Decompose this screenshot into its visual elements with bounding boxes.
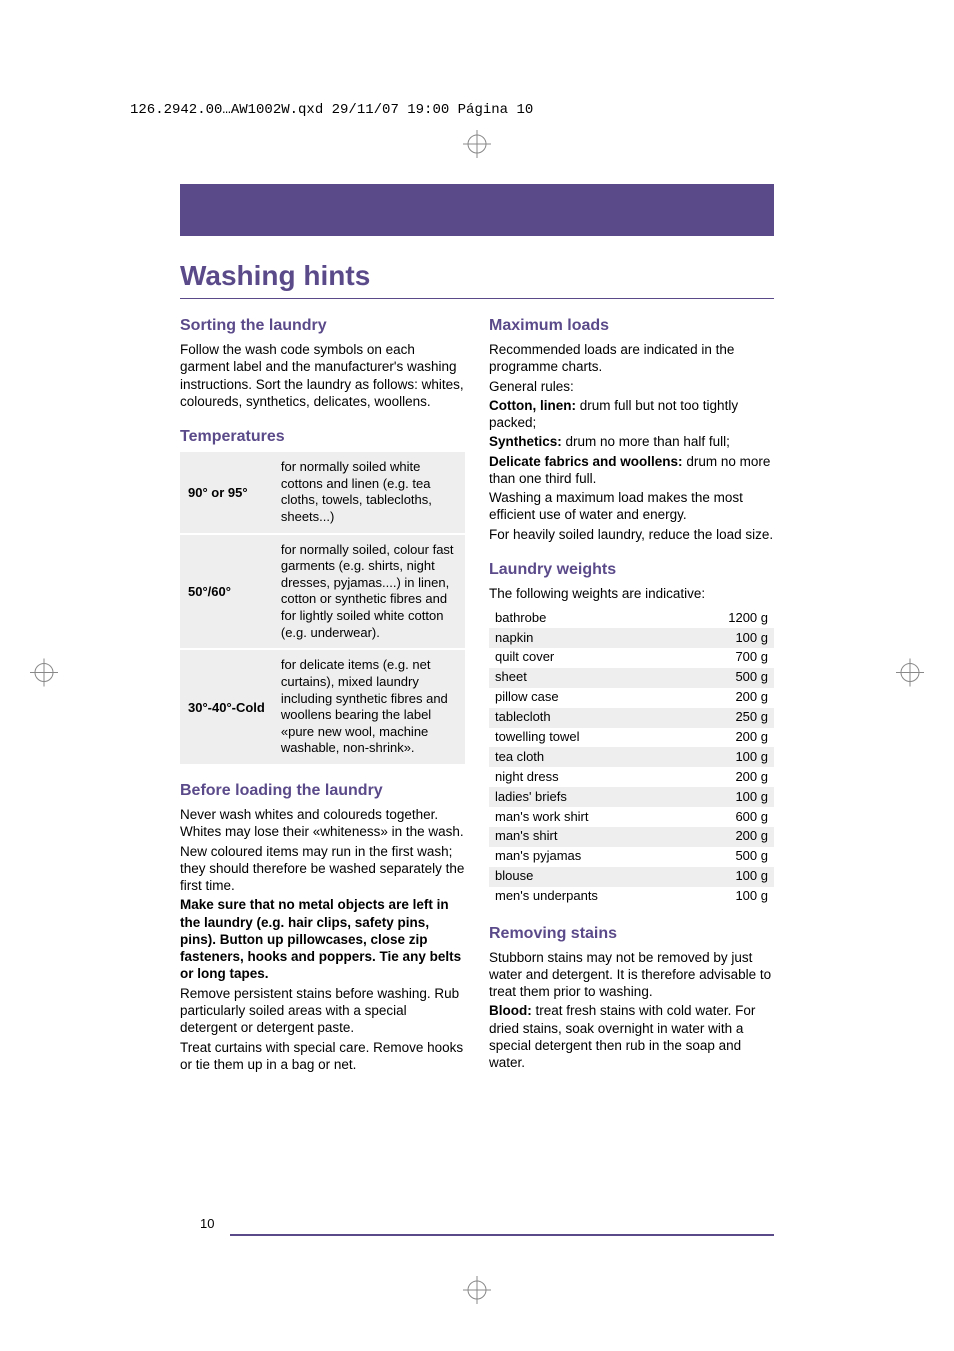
- section-max-loads: Maximum loads Recommended loads are indi…: [489, 317, 774, 543]
- weight-value: 500 g: [686, 668, 775, 688]
- table-row: man's work shirt600 g: [489, 807, 774, 827]
- weight-item: tea cloth: [489, 747, 686, 767]
- weight-item: towelling towel: [489, 728, 686, 748]
- table-row: tea cloth100 g: [489, 747, 774, 767]
- right-column: Maximum loads Recommended loads are indi…: [489, 313, 774, 1091]
- weight-item: men's underpants: [489, 887, 686, 907]
- weight-value: 200 g: [686, 767, 775, 787]
- weight-item: man's work shirt: [489, 807, 686, 827]
- weight-value: 700 g: [686, 648, 775, 668]
- table-row: men's underpants100 g: [489, 887, 774, 907]
- before-p4: Remove persistent stains before washing.…: [180, 985, 465, 1037]
- weight-value: 1200 g: [686, 608, 775, 628]
- print-header: 126.2942.00…AW1002W.qxd 29/11/07 19:00 P…: [130, 102, 533, 118]
- temp-label: 90° or 95°: [180, 452, 273, 534]
- maxloads-l1: Cotton, linen: drum full but not too tig…: [489, 397, 774, 432]
- page-number: 10: [200, 1216, 214, 1231]
- weight-value: 200 g: [686, 728, 775, 748]
- weight-value: 100 g: [686, 628, 775, 648]
- footer-rule: [230, 1234, 774, 1236]
- weight-item: man's shirt: [489, 827, 686, 847]
- maxloads-p2: General rules:: [489, 378, 774, 395]
- weight-value: 250 g: [686, 708, 775, 728]
- table-row: towelling towel200 g: [489, 728, 774, 748]
- crop-mark-top: [463, 130, 491, 165]
- section-weights: Laundry weights The following weights ar…: [489, 561, 774, 907]
- weight-value: 600 g: [686, 807, 775, 827]
- heading-sorting: Sorting the laundry: [180, 317, 465, 335]
- weight-item: night dress: [489, 767, 686, 787]
- page-content: Washing hints Sorting the laundry Follow…: [180, 260, 774, 1091]
- table-row: tablecloth250 g: [489, 708, 774, 728]
- temp-desc: for delicate items (e.g. net curtains), …: [273, 649, 465, 764]
- section-stains: Removing stains Stubborn stains may not …: [489, 925, 774, 1072]
- page-title: Washing hints: [180, 260, 774, 292]
- table-row: night dress200 g: [489, 767, 774, 787]
- table-row: man's pyjamas500 g: [489, 847, 774, 867]
- temp-label: 50°/60°: [180, 534, 273, 650]
- before-p5: Treat curtains with special care. Remove…: [180, 1039, 465, 1074]
- crop-mark-bottom: [463, 1276, 491, 1311]
- weight-item: ladies' briefs: [489, 787, 686, 807]
- left-column: Sorting the laundry Follow the wash code…: [180, 313, 465, 1091]
- maxloads-p4: For heavily soiled laundry, reduce the l…: [489, 526, 774, 543]
- table-row: 50°/60° for normally soiled, colour fast…: [180, 534, 465, 650]
- header-bar: [180, 184, 774, 236]
- weight-item: sheet: [489, 668, 686, 688]
- weight-item: napkin: [489, 628, 686, 648]
- heading-max-loads: Maximum loads: [489, 317, 774, 335]
- weight-item: blouse: [489, 867, 686, 887]
- crop-mark-right: [896, 658, 924, 693]
- before-p1: Never wash whites and coloureds together…: [180, 806, 465, 841]
- weight-item: tablecloth: [489, 708, 686, 728]
- table-row: pillow case200 g: [489, 688, 774, 708]
- maxloads-l2: Synthetics: drum no more than half full;: [489, 433, 774, 450]
- maxloads-l3: Delicate fabrics and woollens: drum no m…: [489, 453, 774, 488]
- weight-value: 100 g: [686, 867, 775, 887]
- table-row: sheet500 g: [489, 668, 774, 688]
- weights-intro: The following weights are indicative:: [489, 585, 774, 602]
- weight-value: 200 g: [686, 827, 775, 847]
- section-temperatures: Temperatures 90° or 95° for normally soi…: [180, 428, 465, 764]
- weight-value: 100 g: [686, 887, 775, 907]
- weight-item: quilt cover: [489, 648, 686, 668]
- weight-value: 100 g: [686, 787, 775, 807]
- table-row: 30°-40°-Cold for delicate items (e.g. ne…: [180, 649, 465, 764]
- table-row: napkin100 g: [489, 628, 774, 648]
- weight-value: 200 g: [686, 688, 775, 708]
- heading-before-loading: Before loading the laundry: [180, 782, 465, 800]
- section-before-loading: Before loading the laundry Never wash wh…: [180, 782, 465, 1073]
- weight-value: 100 g: [686, 747, 775, 767]
- heading-weights: Laundry weights: [489, 561, 774, 579]
- maxloads-p3: Washing a maximum load makes the most ef…: [489, 489, 774, 524]
- before-p3: Make sure that no metal objects are left…: [180, 896, 465, 982]
- maxloads-p1: Recommended loads are indicated in the p…: [489, 341, 774, 376]
- crop-mark-left: [30, 658, 58, 693]
- heading-stains: Removing stains: [489, 925, 774, 943]
- text-sorting: Follow the wash code symbols on each gar…: [180, 341, 465, 410]
- temp-label: 30°-40°-Cold: [180, 649, 273, 764]
- table-row: quilt cover700 g: [489, 648, 774, 668]
- temp-desc: for normally soiled white cottons and li…: [273, 452, 465, 534]
- stains-p2: Blood: treat fresh stains with cold wate…: [489, 1002, 774, 1071]
- weights-table: bathrobe1200 gnapkin100 gquilt cover700 …: [489, 608, 774, 906]
- weight-item: man's pyjamas: [489, 847, 686, 867]
- table-row: blouse100 g: [489, 867, 774, 887]
- table-row: bathrobe1200 g: [489, 608, 774, 628]
- columns: Sorting the laundry Follow the wash code…: [180, 313, 774, 1091]
- title-rule: [180, 298, 774, 299]
- temp-desc: for normally soiled, colour fast garment…: [273, 534, 465, 650]
- table-row: 90° or 95° for normally soiled white cot…: [180, 452, 465, 534]
- temperatures-table: 90° or 95° for normally soiled white cot…: [180, 452, 465, 764]
- weight-item: pillow case: [489, 688, 686, 708]
- table-row: man's shirt200 g: [489, 827, 774, 847]
- weight-value: 500 g: [686, 847, 775, 867]
- section-sorting: Sorting the laundry Follow the wash code…: [180, 317, 465, 410]
- weight-item: bathrobe: [489, 608, 686, 628]
- table-row: ladies' briefs100 g: [489, 787, 774, 807]
- stains-p1: Stubborn stains may not be removed by ju…: [489, 949, 774, 1001]
- before-p2: New coloured items may run in the first …: [180, 843, 465, 895]
- heading-temperatures: Temperatures: [180, 428, 465, 446]
